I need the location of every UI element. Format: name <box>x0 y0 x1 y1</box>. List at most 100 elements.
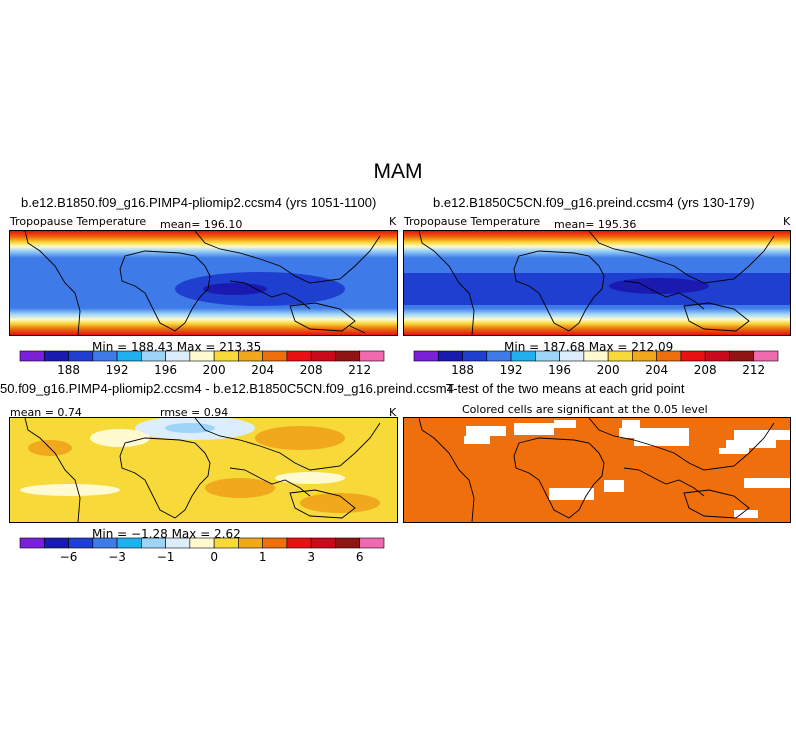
colorbar-swatch <box>510 350 536 362</box>
colorbar-tick-label: 192 <box>106 363 129 377</box>
colorbar-swatch <box>437 350 463 362</box>
colorbar-swatch <box>262 537 288 549</box>
panel1-variable-label: Tropopause Temperature <box>10 215 147 228</box>
colorbar-tick-label: 0 <box>210 550 218 564</box>
colorbar-swatch <box>238 537 263 549</box>
panel4-coastlines <box>418 418 775 522</box>
panel1-map <box>9 230 398 336</box>
colorbar-swatch <box>262 350 288 362</box>
panel4-nonsig-cell <box>734 430 790 440</box>
colorbar-tick-label: 212 <box>742 363 765 377</box>
colorbar-swatch <box>213 350 239 362</box>
colorbar-tick-label: 196 <box>154 363 177 377</box>
colorbar-swatch <box>729 350 755 362</box>
panel3-minmax: Min = −1.28 Max = 2.62 <box>92 527 241 541</box>
panel3-pos-area4 <box>300 493 380 513</box>
colorbar-swatch <box>189 350 215 362</box>
colorbar-swatch <box>286 537 312 549</box>
colorbar-swatch <box>92 537 118 549</box>
colorbar-swatch <box>189 537 215 549</box>
colorbar-swatch <box>238 350 263 362</box>
panel4-title: T-test of the two means at each grid poi… <box>446 381 685 396</box>
colorbar-tick-label: 3 <box>307 550 315 564</box>
colorbar-tick-label: 192 <box>500 363 523 377</box>
panel4-significant-field <box>404 418 790 522</box>
panel2-low-band <box>404 273 790 305</box>
figure-title: MAM <box>373 160 423 183</box>
colorbar-tick-label: 196 <box>548 363 571 377</box>
colorbar-swatch <box>141 350 166 362</box>
panel2-mean-label: mean= 195.36 <box>554 218 637 231</box>
colorbar-swatch <box>335 537 361 549</box>
panel3-map <box>9 417 398 523</box>
panel3-rmse-label: rmse = 0.94 <box>160 406 229 419</box>
panel4-nonsig-cell <box>514 423 554 435</box>
panel4-nonsig-cell <box>744 478 790 488</box>
colorbar-swatch <box>68 537 94 549</box>
panel2-colorbar-svg: 188 192 196 200 204 208 212 <box>413 350 779 377</box>
panel1-units-label: K <box>389 215 397 228</box>
colorbar-swatch <box>535 350 560 362</box>
colorbar-swatch <box>165 537 191 549</box>
panel3-pale-area2 <box>275 472 345 484</box>
colorbar-tick-label: 200 <box>597 363 620 377</box>
panel3-neg-core <box>165 423 215 433</box>
panel1-low-center <box>203 283 267 295</box>
panel3-units-label: K <box>389 406 397 419</box>
colorbar-swatch <box>19 350 45 362</box>
panel4-nonsig-cell <box>622 420 640 428</box>
panel3-pale-area <box>90 429 150 447</box>
panel1-colorbar-svg: 188 192 196 200 204 208 212 <box>19 350 385 377</box>
panel2-colorbar: 188 192 196 200 204 208 212 <box>413 350 779 377</box>
colorbar-swatch <box>43 350 69 362</box>
panel2-low-core <box>609 278 709 294</box>
colorbar-swatch <box>165 350 191 362</box>
colorbar-swatch <box>413 350 439 362</box>
panel4-nonsignificant-cells <box>464 420 790 518</box>
panel2-title: b.e12.B1850C5CN.f09_g16.preind.ccsm4 (yr… <box>433 195 755 210</box>
panel4-nonsig-cell <box>549 488 594 500</box>
colorbar-swatch <box>286 350 312 362</box>
panel3-colorbar-svg: −6 −3 −1 0 1 3 6 <box>19 537 385 564</box>
panel1-coastlines <box>24 231 381 335</box>
colorbar-tick-label: 6 <box>356 550 364 564</box>
colorbar-swatch <box>462 350 488 362</box>
panel4-subtitle: Colored cells are significant at the 0.0… <box>462 403 708 416</box>
panel4-nonsig-cell <box>619 428 689 438</box>
colorbar-tick-label: 188 <box>451 363 474 377</box>
panel3-pos-area2 <box>255 426 345 450</box>
colorbar-swatch <box>359 537 385 549</box>
panel2-variable-label: Tropopause Temperature <box>404 215 541 228</box>
panel3-coastlines <box>24 418 381 522</box>
panel4-nonsig-cell <box>719 448 749 454</box>
colorbar-tick-label: 200 <box>203 363 226 377</box>
colorbar-swatch <box>583 350 609 362</box>
panel4-nonsig-cell <box>634 438 689 446</box>
colorbar-tick-label: −6 <box>60 550 78 564</box>
panel2-minmax: Min = 187.68 Max = 212.09 <box>504 340 674 354</box>
colorbar-swatch <box>704 350 730 362</box>
panel1-mean-label: mean= 196.10 <box>160 218 243 231</box>
panel4-nonsig-cell <box>726 440 776 448</box>
panel3-mean-label: mean = 0.74 <box>10 406 82 419</box>
colorbar-swatch <box>141 537 166 549</box>
panel4-nonsig-cell <box>554 420 576 428</box>
colorbar-tick-label: −3 <box>108 550 126 564</box>
colorbar-tick-label: −1 <box>157 550 175 564</box>
panel1-title: b.e12.B1850.f09_g16.PIMP4-pliomip2.ccsm4… <box>21 195 377 210</box>
colorbar-swatch <box>116 350 142 362</box>
panel3-pale-band <box>20 484 120 496</box>
panel3-title: 50.f09_g16.PIMP4-pliomip2.ccsm4 - b.e12.… <box>0 381 454 396</box>
colorbar-swatch <box>680 350 706 362</box>
panel3-colorbar: −6 −3 −1 0 1 3 6 <box>19 537 385 564</box>
colorbar-swatch <box>310 537 336 549</box>
panel4-map <box>403 417 791 523</box>
colorbar-tick-label: 204 <box>645 363 668 377</box>
colorbar-tick-label: 188 <box>57 363 80 377</box>
colorbar-swatch <box>116 537 142 549</box>
colorbar-swatch <box>607 350 633 362</box>
panel1-minmax: Min = 188.43 Max = 213.35 <box>92 340 262 354</box>
colorbar-swatch <box>359 350 385 362</box>
colorbar-swatch <box>656 350 682 362</box>
colorbar-swatch <box>68 350 94 362</box>
